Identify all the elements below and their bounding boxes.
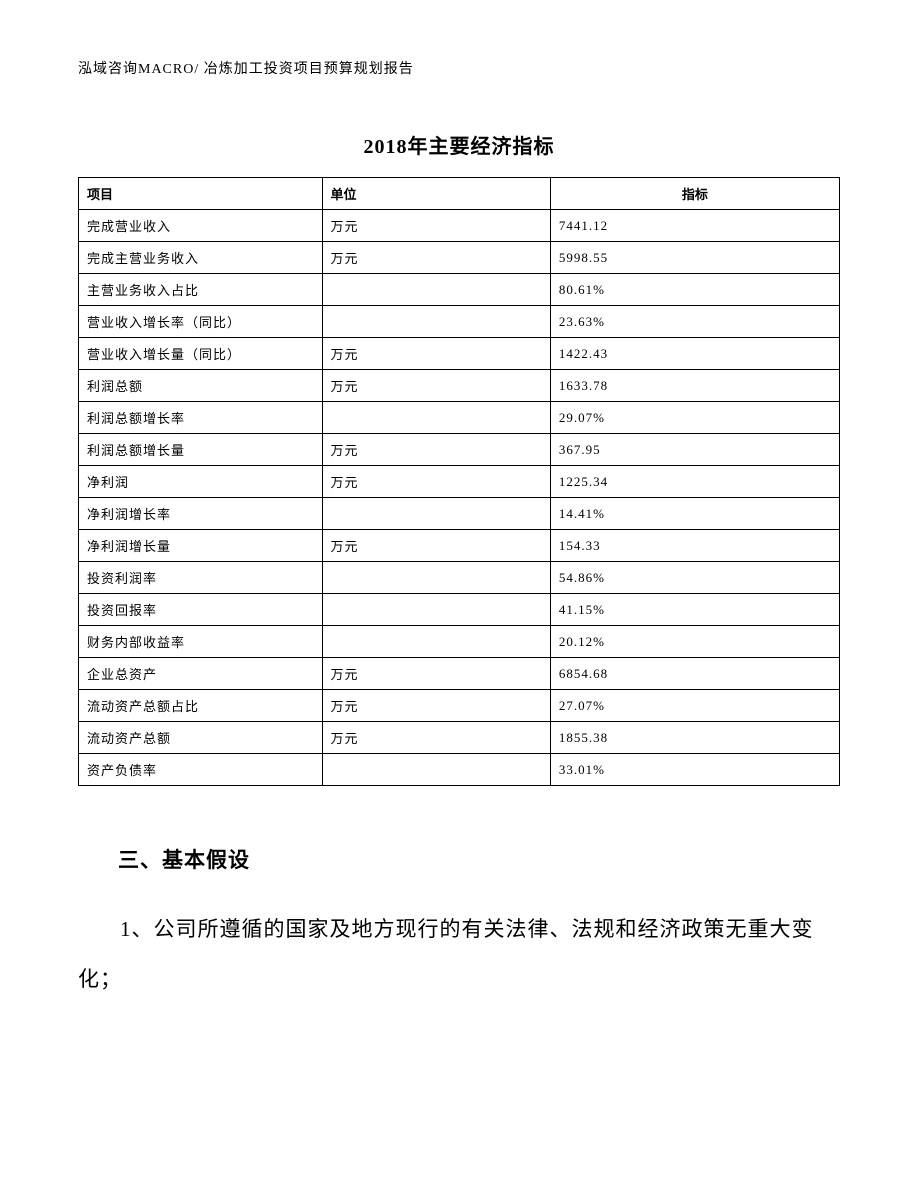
cell-unit [322, 306, 550, 338]
cell-item: 流动资产总额占比 [79, 690, 323, 722]
cell-value: 33.01% [550, 754, 839, 786]
cell-unit: 万元 [322, 434, 550, 466]
page-header: 泓域咨询MACRO/ 冶炼加工投资项目预算规划报告 [78, 58, 840, 78]
cell-unit [322, 754, 550, 786]
column-header-value: 指标 [550, 178, 839, 210]
cell-item: 流动资产总额 [79, 722, 323, 754]
cell-item: 净利润增长量 [79, 530, 323, 562]
cell-unit: 万元 [322, 338, 550, 370]
cell-item: 净利润增长率 [79, 498, 323, 530]
cell-value: 367.95 [550, 434, 839, 466]
body-paragraph: 1、公司所遵循的国家及地方现行的有关法律、法规和经济政策无重大变化； [78, 904, 840, 1005]
cell-value: 29.07% [550, 402, 839, 434]
cell-item: 利润总额增长量 [79, 434, 323, 466]
cell-unit [322, 274, 550, 306]
cell-item: 营业收入增长量（同比） [79, 338, 323, 370]
cell-unit: 万元 [322, 658, 550, 690]
cell-unit: 万元 [322, 242, 550, 274]
table-row: 净利润 万元 1225.34 [79, 466, 840, 498]
economic-indicators-table: 项目 单位 指标 完成营业收入 万元 7441.12 完成主营业务收入 万元 5… [78, 177, 840, 786]
table-row: 资产负债率 33.01% [79, 754, 840, 786]
cell-value: 14.41% [550, 498, 839, 530]
cell-unit: 万元 [322, 690, 550, 722]
cell-unit [322, 562, 550, 594]
table-row: 企业总资产 万元 6854.68 [79, 658, 840, 690]
table-row: 投资回报率 41.15% [79, 594, 840, 626]
cell-value: 1633.78 [550, 370, 839, 402]
cell-unit [322, 626, 550, 658]
cell-value: 7441.12 [550, 210, 839, 242]
cell-value: 6854.68 [550, 658, 839, 690]
table-row: 营业收入增长率（同比） 23.63% [79, 306, 840, 338]
cell-value: 1422.43 [550, 338, 839, 370]
table-row: 营业收入增长量（同比） 万元 1422.43 [79, 338, 840, 370]
cell-value: 154.33 [550, 530, 839, 562]
cell-unit [322, 402, 550, 434]
cell-unit [322, 498, 550, 530]
cell-item: 投资利润率 [79, 562, 323, 594]
table-row: 完成主营业务收入 万元 5998.55 [79, 242, 840, 274]
table-row: 净利润增长率 14.41% [79, 498, 840, 530]
table-row: 利润总额增长量 万元 367.95 [79, 434, 840, 466]
table-row: 完成营业收入 万元 7441.12 [79, 210, 840, 242]
table-row: 利润总额增长率 29.07% [79, 402, 840, 434]
cell-value: 1225.34 [550, 466, 839, 498]
cell-item: 投资回报率 [79, 594, 323, 626]
cell-item: 资产负债率 [79, 754, 323, 786]
table-row: 财务内部收益率 20.12% [79, 626, 840, 658]
table-body: 完成营业收入 万元 7441.12 完成主营业务收入 万元 5998.55 主营… [79, 210, 840, 786]
cell-value: 20.12% [550, 626, 839, 658]
cell-unit: 万元 [322, 530, 550, 562]
cell-unit: 万元 [322, 370, 550, 402]
table-title: 2018年主要经济指标 [78, 130, 840, 159]
table-header-row: 项目 单位 指标 [79, 178, 840, 210]
column-header-unit: 单位 [322, 178, 550, 210]
cell-item: 利润总额 [79, 370, 323, 402]
table-row: 流动资产总额 万元 1855.38 [79, 722, 840, 754]
cell-value: 41.15% [550, 594, 839, 626]
cell-item: 主营业务收入占比 [79, 274, 323, 306]
cell-value: 27.07% [550, 690, 839, 722]
column-header-item: 项目 [79, 178, 323, 210]
cell-unit: 万元 [322, 210, 550, 242]
table-row: 流动资产总额占比 万元 27.07% [79, 690, 840, 722]
cell-item: 财务内部收益率 [79, 626, 323, 658]
cell-value: 80.61% [550, 274, 839, 306]
cell-item: 企业总资产 [79, 658, 323, 690]
table-row: 投资利润率 54.86% [79, 562, 840, 594]
cell-value: 5998.55 [550, 242, 839, 274]
table-row: 净利润增长量 万元 154.33 [79, 530, 840, 562]
cell-value: 23.63% [550, 306, 839, 338]
cell-item: 完成主营业务收入 [79, 242, 323, 274]
cell-value: 1855.38 [550, 722, 839, 754]
cell-item: 营业收入增长率（同比） [79, 306, 323, 338]
cell-unit: 万元 [322, 722, 550, 754]
cell-value: 54.86% [550, 562, 839, 594]
cell-item: 完成营业收入 [79, 210, 323, 242]
cell-item: 利润总额增长率 [79, 402, 323, 434]
cell-unit [322, 594, 550, 626]
table-row: 利润总额 万元 1633.78 [79, 370, 840, 402]
cell-unit: 万元 [322, 466, 550, 498]
table-row: 主营业务收入占比 80.61% [79, 274, 840, 306]
cell-item: 净利润 [79, 466, 323, 498]
section-heading: 三、基本假设 [118, 844, 840, 874]
